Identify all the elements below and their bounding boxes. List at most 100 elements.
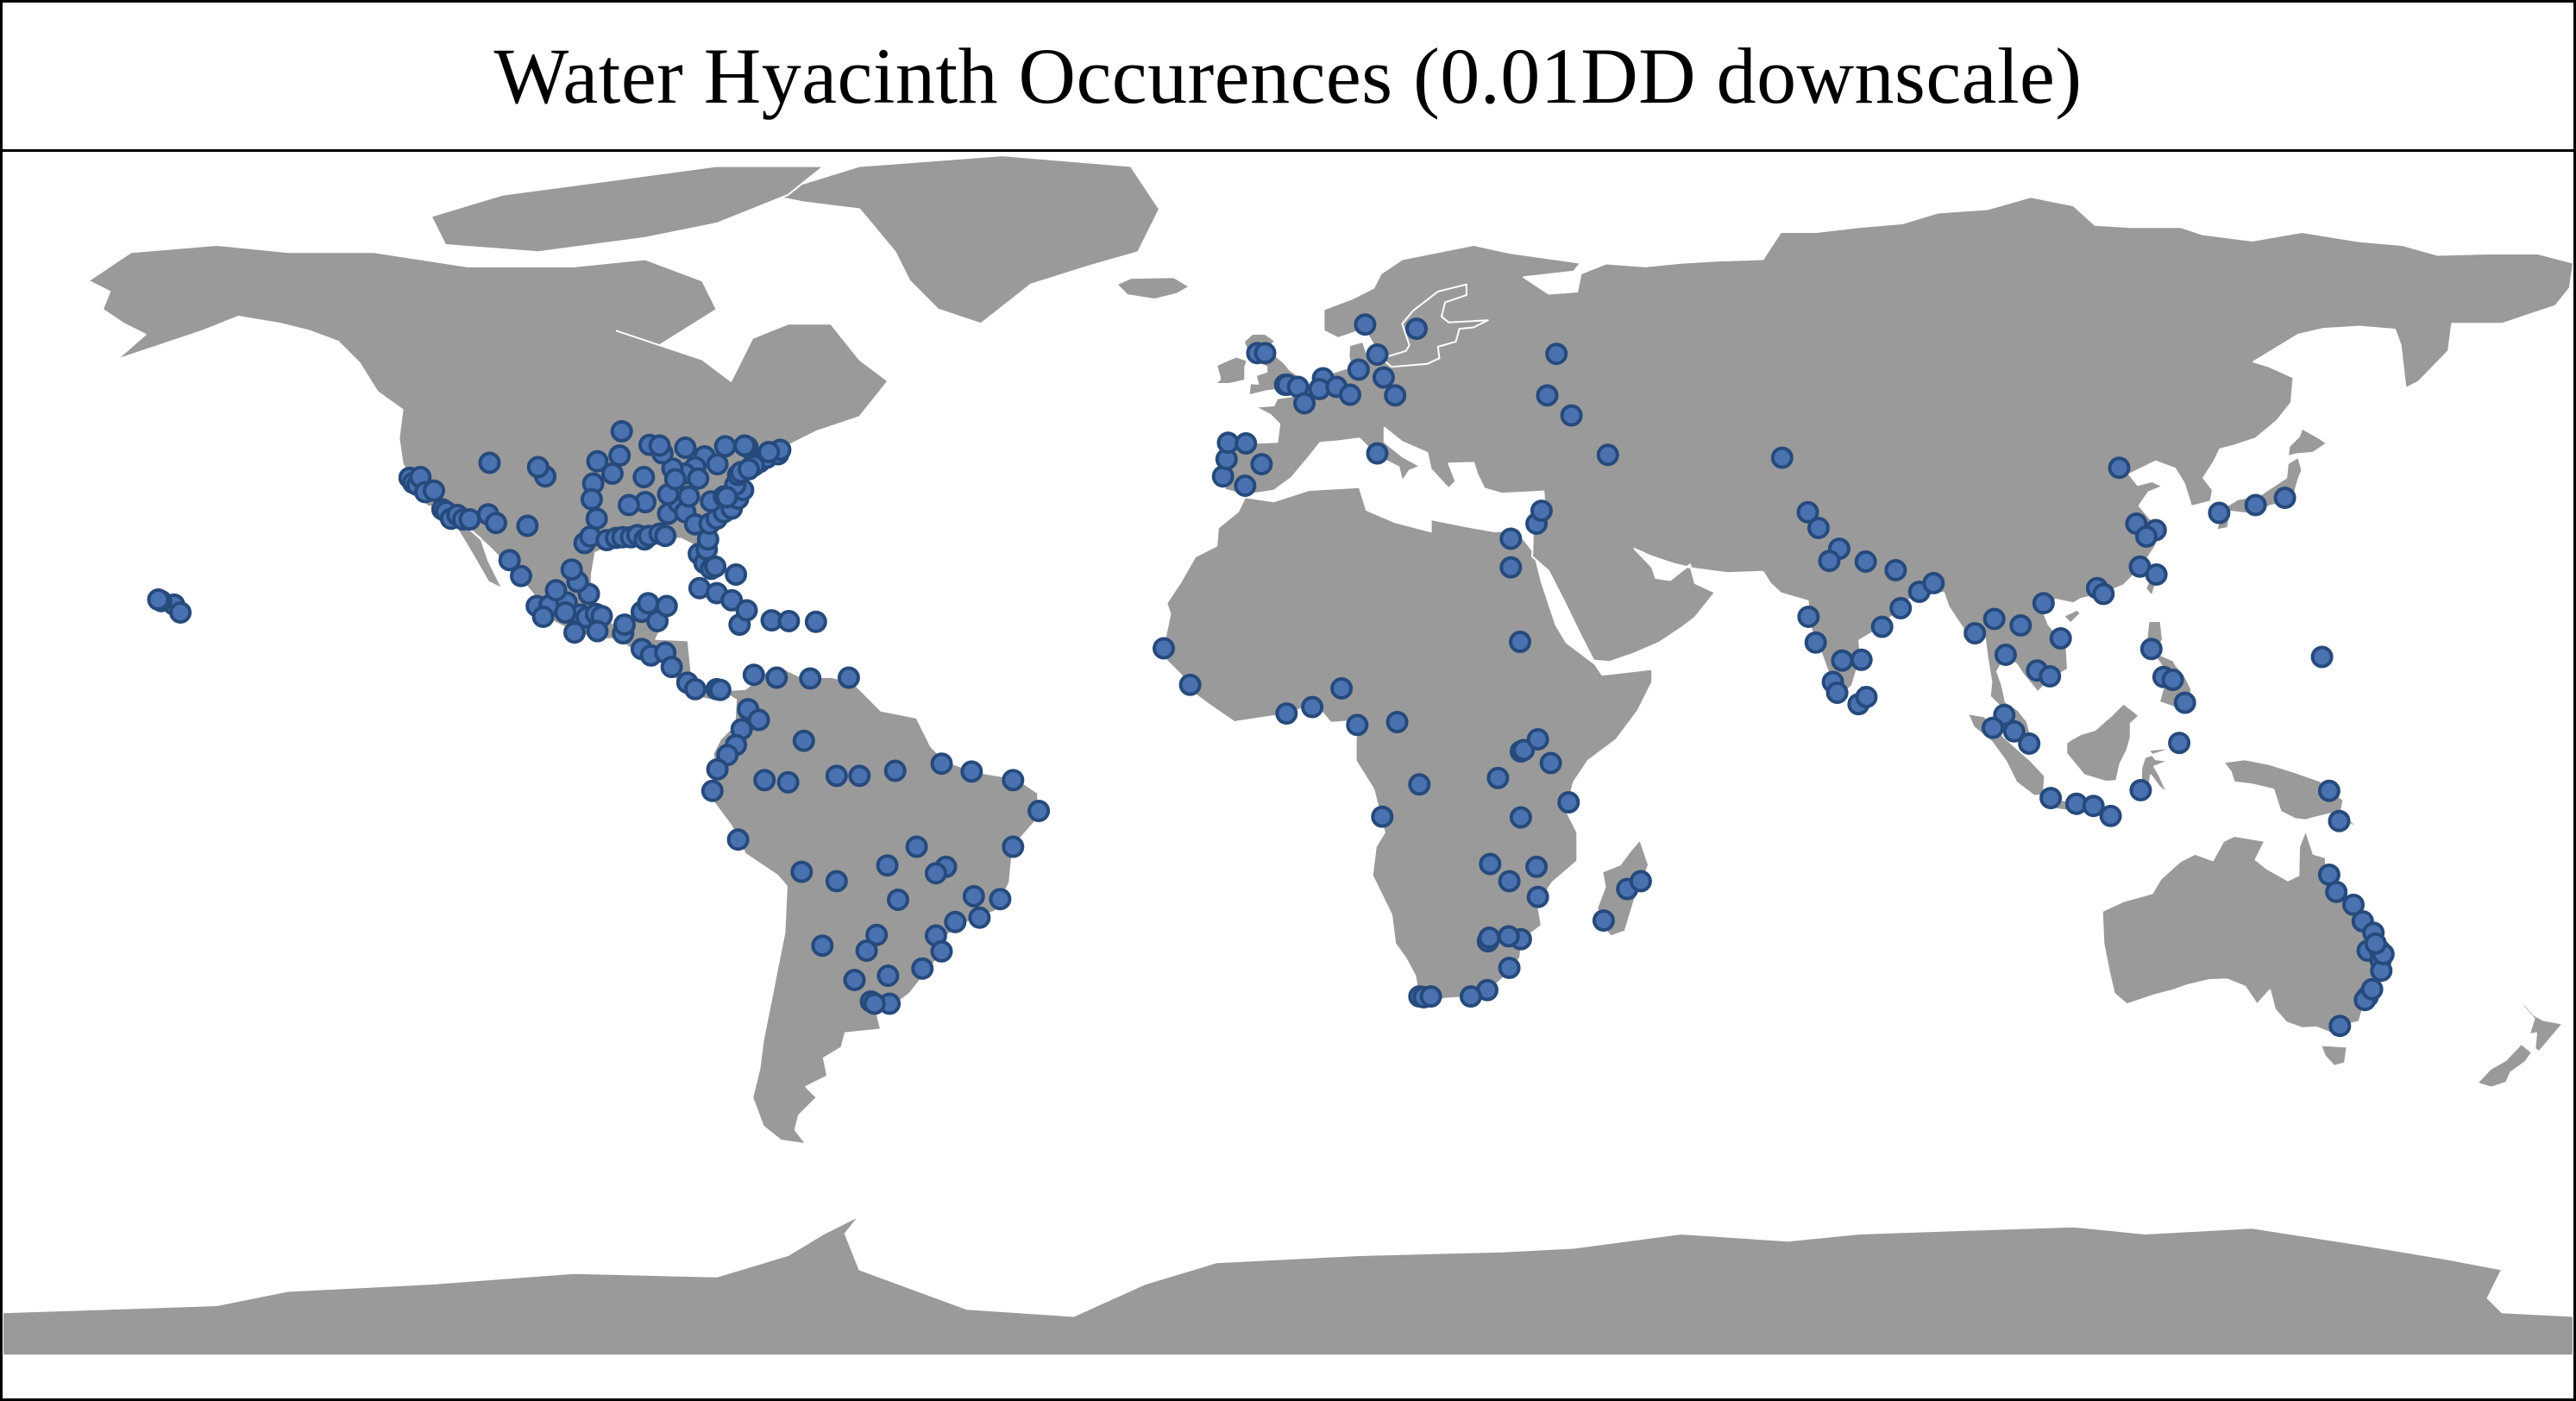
occurrence-point	[2018, 732, 2041, 755]
occurrence-point	[458, 508, 481, 531]
occurrence-point	[865, 923, 889, 946]
occurrence-point	[1497, 925, 1520, 948]
occurrence-point	[683, 677, 707, 700]
occurrence-point	[2099, 804, 2122, 827]
occurrence-point	[1178, 673, 1202, 696]
occurrence-point	[516, 514, 539, 537]
occurrence-point	[792, 729, 815, 752]
occurrence-point	[706, 453, 729, 476]
occurrence-point	[1235, 432, 1258, 455]
occurrence-point	[1526, 885, 1549, 908]
occurrence-point	[825, 870, 848, 893]
occurrence-point	[742, 663, 765, 687]
occurrence-point	[1371, 805, 1394, 828]
occurrence-point	[1499, 556, 1523, 579]
occurrence-point	[837, 666, 860, 689]
occurrence-point	[704, 555, 727, 578]
landmass-borneo	[2065, 702, 2140, 782]
map-area	[3, 152, 2573, 1398]
occurrence-point	[608, 444, 631, 468]
occurrence-point	[1478, 927, 1501, 949]
occurrence-point	[2273, 487, 2296, 510]
occurrence-point	[2328, 1015, 2352, 1038]
occurrence-point	[655, 594, 678, 618]
occurrence-point	[1982, 607, 2006, 631]
occurrence-point	[1889, 597, 1913, 619]
map-title: Water Hyacinth Occurences (0.01DD downsc…	[493, 32, 2083, 120]
occurrence-point	[1539, 751, 1562, 775]
occurrence-point	[478, 451, 501, 474]
occurrence-point	[2310, 645, 2334, 669]
occurrence-point	[930, 752, 953, 776]
occurrence-point	[1498, 870, 1521, 893]
occurrence-point	[1346, 713, 1369, 737]
occurrence-point	[960, 760, 983, 783]
occurrence-point	[968, 906, 991, 929]
occurrence-point	[1459, 985, 1482, 1008]
occurrence-point	[169, 601, 192, 624]
occurrence-point	[777, 609, 801, 632]
occurrence-point	[1512, 738, 1536, 762]
occurrence-point	[2325, 880, 2348, 903]
occurrence-point	[1499, 527, 1523, 550]
occurrence-point	[2049, 626, 2072, 650]
occurrence-point	[1770, 446, 1794, 469]
landmass-australia	[2101, 829, 2386, 1035]
occurrence-point	[706, 757, 729, 781]
occurrence-point	[1797, 606, 1820, 628]
occurrence-point	[1804, 631, 1827, 654]
occurrence-point	[1509, 631, 1531, 653]
occurrence-points	[147, 313, 2395, 1038]
occurrence-point	[1301, 695, 1324, 719]
occurrence-point	[2168, 732, 2191, 755]
occurrence-point	[687, 467, 710, 490]
occurrence-point	[2039, 664, 2062, 688]
occurrence-point	[586, 619, 609, 643]
landmass-new-zealand-north	[2520, 1000, 2564, 1053]
occurrence-point	[1560, 404, 1583, 427]
occurrence-point	[1629, 870, 1652, 893]
occurrence-point	[660, 656, 683, 679]
occurrence-point	[580, 487, 603, 511]
occurrence-point	[2244, 493, 2267, 517]
occurrence-point	[1408, 773, 1431, 796]
occurrence-point	[1293, 392, 1316, 415]
occurrence-point	[663, 468, 687, 491]
occurrence-point	[825, 764, 848, 788]
occurrence-point	[1530, 499, 1553, 523]
landmass-ireland	[1214, 355, 1248, 386]
occurrence-point	[498, 549, 521, 572]
landmass-antarctica	[3, 1207, 2573, 1357]
occurrence-point	[610, 419, 633, 443]
occurrence-point	[738, 457, 760, 481]
occurrence-point	[2039, 787, 2063, 810]
occurrence-point	[1854, 550, 1877, 573]
occurrence-point	[1963, 622, 1987, 645]
occurrence-point	[1922, 571, 1945, 594]
occurrence-point	[510, 564, 532, 587]
occurrence-point	[2129, 778, 2152, 801]
occurrence-point	[1825, 682, 1849, 704]
occurrence-point	[911, 957, 934, 980]
occurrence-point	[843, 969, 866, 991]
occurrence-point	[2342, 893, 2365, 916]
landmass-new-zealand-south	[2476, 1042, 2533, 1089]
landmass-arctic-islands	[430, 165, 825, 254]
occurrence-point	[2328, 809, 2351, 832]
occurrence-point	[1405, 317, 1428, 341]
occurrence-point	[1372, 366, 1395, 389]
occurrence-point	[618, 493, 640, 517]
occurrence-point	[1339, 383, 1361, 406]
occurrence-point	[713, 435, 737, 458]
occurrence-point	[1153, 637, 1175, 660]
occurrence-point	[147, 588, 170, 611]
title-bar: Water Hyacinth Occurences (0.01DD downsc…	[3, 3, 2573, 152]
occurrence-point	[1596, 443, 1619, 467]
landmass-greenland	[765, 154, 1160, 325]
occurrence-point	[585, 507, 608, 531]
occurrence-point	[1234, 474, 1257, 497]
occurrence-point	[811, 934, 834, 958]
occurrence-point	[2145, 563, 2168, 586]
occurrence-point	[804, 610, 827, 633]
occurrence-point	[765, 666, 789, 689]
